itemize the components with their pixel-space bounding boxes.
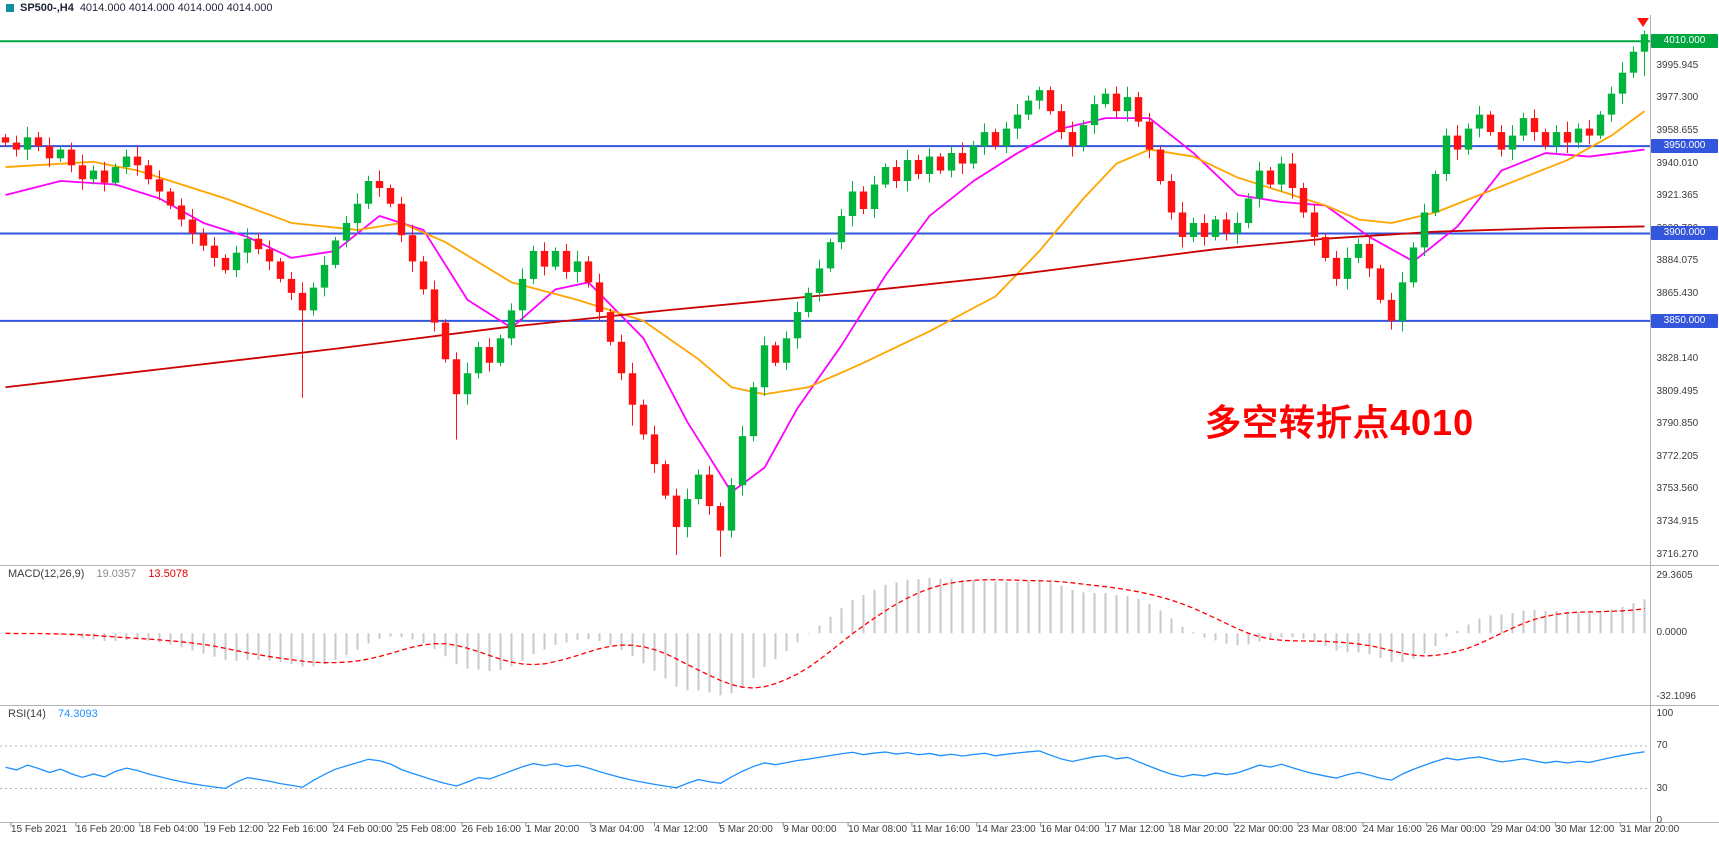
candles-layer: [1, 30, 1649, 557]
macd-label-row: MACD(12,26,9) 19.0357 13.5078: [8, 568, 197, 580]
macd-axis-label: -32.1096: [1656, 690, 1696, 702]
time-axis-label: 10 Mar 08:00: [848, 824, 908, 835]
macd-signal-value: 13.5078: [148, 568, 189, 580]
time-axis-label: 4 Mar 12:00: [654, 824, 708, 835]
price-line-badge: 4010.000: [1651, 34, 1718, 49]
macd-layer: [5, 578, 1646, 696]
price-axis-label: 3828.140: [1656, 353, 1699, 365]
price-axis-label: 3734.915: [1656, 515, 1699, 527]
time-axis-label: 22 Mar 00:00: [1234, 824, 1294, 835]
macd-main-value: 19.0357: [96, 568, 137, 580]
price-axis-label: 3790.850: [1656, 418, 1699, 430]
time-axis-label: 19 Feb 12:00: [204, 824, 264, 835]
panel-separators: [0, 15, 1719, 827]
price-axis-label: 3753.560: [1656, 483, 1699, 495]
horizontal-lines-layer: [0, 40, 1650, 322]
time-axis-label: 1 Mar 20:00: [525, 824, 580, 835]
price-axis-label: 3921.365: [1656, 190, 1699, 202]
time-axis-label: 15 Feb 2021: [11, 824, 68, 835]
rsi-axis-label: 70: [1656, 739, 1668, 751]
time-axis-label: 26 Mar 00:00: [1426, 824, 1486, 835]
time-axis-label: 29 Mar 04:00: [1491, 824, 1551, 835]
time-axis-label: 5 Mar 20:00: [719, 824, 773, 835]
time-axis-label: 30 Mar 12:00: [1555, 824, 1615, 835]
time-axis-label: 16 Mar 04:00: [1040, 824, 1100, 835]
rsi-axis-label: 100: [1656, 708, 1674, 719]
time-axis-label: 26 Feb 16:00: [462, 824, 521, 835]
rsi-label-row: RSI(14) 74.3093: [8, 708, 107, 720]
time-axis-label: 14 Mar 23:00: [976, 824, 1036, 835]
time-axis-label: 22 Feb 16:00: [268, 824, 328, 835]
price-line-badge: 3950.000: [1651, 139, 1718, 154]
macd-axis-label: 0.0000: [1656, 627, 1688, 639]
time-axis-label: 25 Feb 08:00: [397, 824, 457, 835]
price-axis-label: 3940.010: [1656, 157, 1699, 169]
moving-averages-layer: [5, 110, 1646, 493]
time-axis-label: 17 Mar 12:00: [1105, 824, 1165, 835]
price-line-badge: 3850.000: [1651, 313, 1718, 328]
price-axis-label: 3958.655: [1656, 124, 1699, 136]
price-axis-label: 3772.205: [1656, 450, 1699, 462]
annotation-text: 多空转折点4010: [1205, 402, 1475, 443]
macd-indicator-name: MACD(12,26,9): [8, 568, 85, 580]
time-axis-label: 9 Mar 00:00: [783, 824, 837, 835]
price-line-badge: 3900.000: [1651, 226, 1718, 241]
symbol-period-label: SP500-,H4: [20, 2, 74, 14]
rsi-indicator-name: RSI(14): [8, 708, 46, 720]
time-axis-label: 16 Feb 20:00: [75, 824, 135, 835]
time-axis-label: 18 Mar 20:00: [1169, 824, 1229, 835]
time-axis-label: 31 Mar 20:00: [1620, 824, 1680, 835]
price-axis-label: 3995.945: [1656, 59, 1699, 71]
chart-icon: [6, 4, 14, 12]
time-axis-label: 11 Mar 16:00: [911, 824, 971, 835]
rsi-axis-label: 30: [1656, 782, 1668, 794]
time-axis-label: 23 Mar 08:00: [1298, 824, 1357, 835]
price-axis-label: 3977.300: [1656, 92, 1699, 104]
macd-axis-label: 29.3605: [1656, 569, 1693, 581]
price-axis-label: 3809.495: [1656, 385, 1699, 397]
chart-header: SP500-,H4 4014.000 4014.000 4014.000 401…: [6, 2, 273, 14]
ohlc-values: 4014.000 4014.000 4014.000 4014.000: [79, 2, 273, 14]
time-axis-label: 18 Feb 04:00: [139, 824, 199, 835]
rsi-value: 74.3093: [57, 708, 98, 720]
time-axis-label: 3 Mar 04:00: [590, 824, 645, 835]
price-axis-label: 3865.430: [1656, 287, 1699, 299]
price-axis-label: 3716.270: [1656, 548, 1699, 560]
rsi-axis-label: 0: [1656, 814, 1663, 826]
time-axis-label: 24 Mar 16:00: [1362, 824, 1422, 835]
price-arrow-marker: [1637, 18, 1649, 27]
rsi-layer: [0, 745, 1650, 790]
time-axis-label: 24 Feb 00:00: [333, 824, 393, 835]
price-axis-label: 3884.075: [1656, 255, 1699, 267]
